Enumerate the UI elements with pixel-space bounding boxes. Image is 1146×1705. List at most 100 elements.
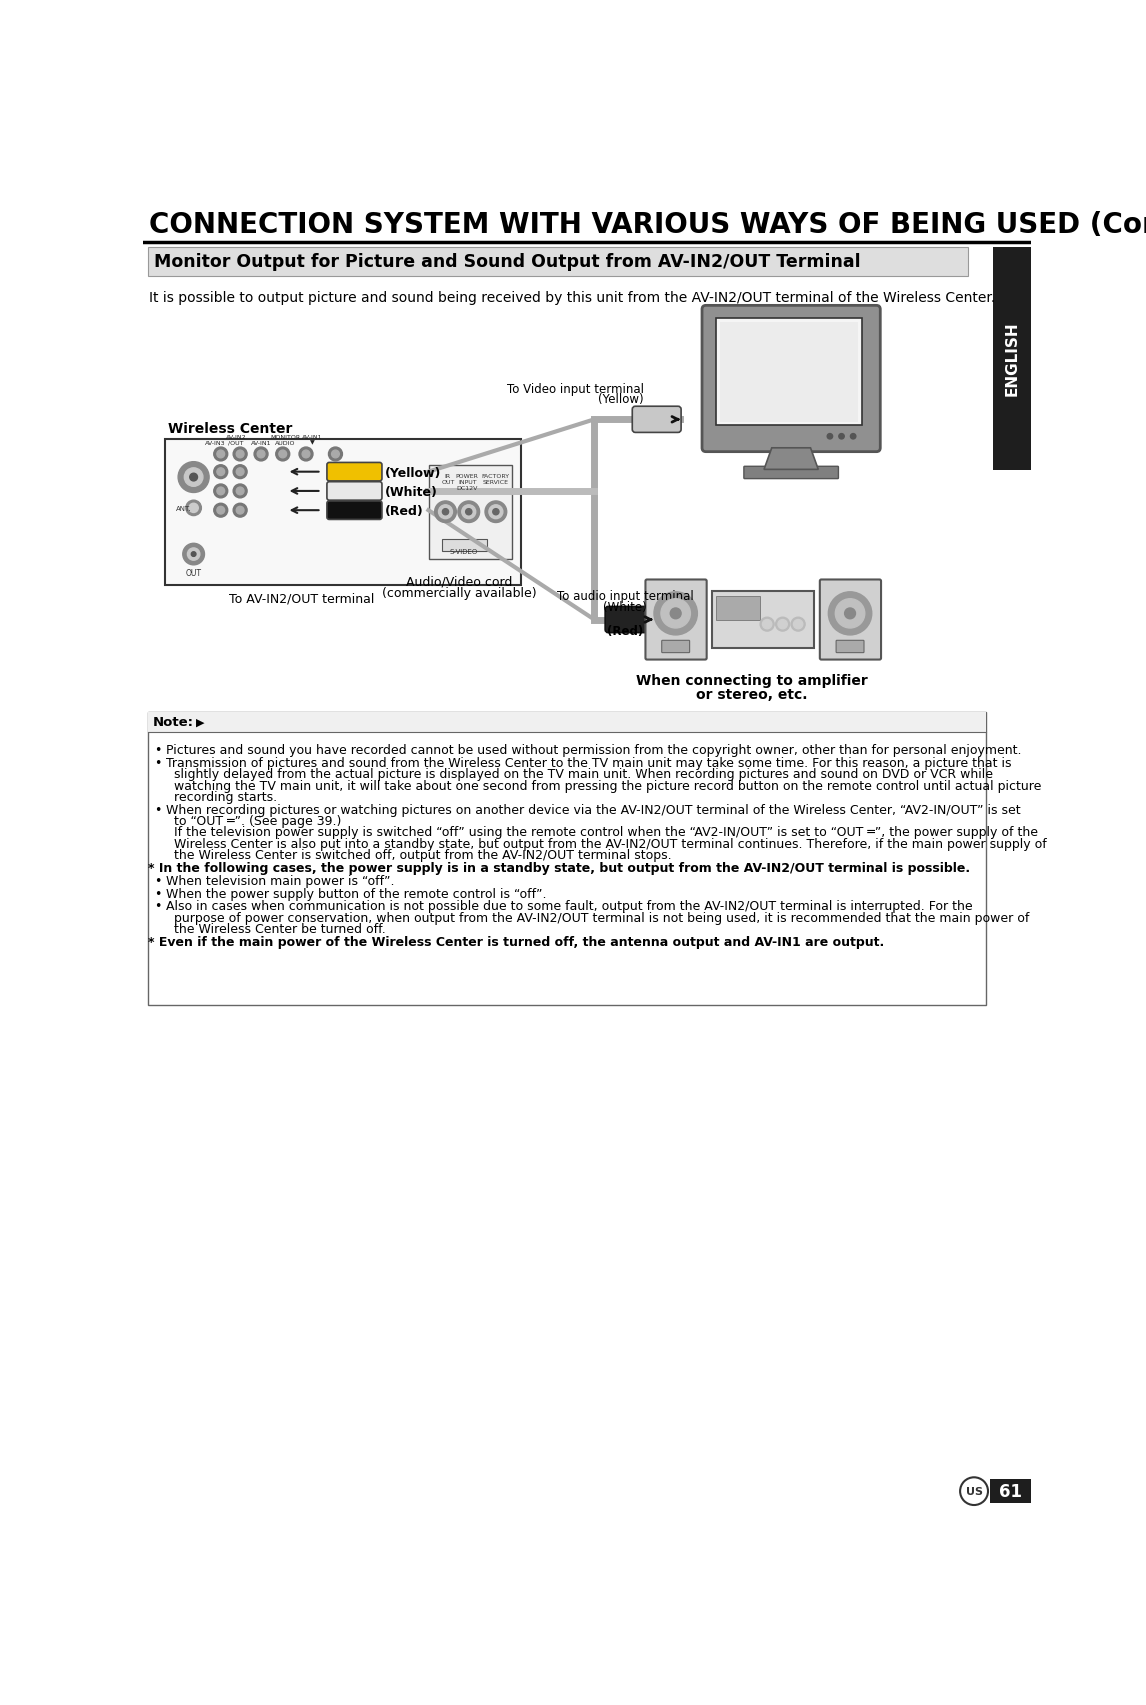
Text: S-VIDEO: S-VIDEO <box>450 549 478 554</box>
Circle shape <box>188 549 199 561</box>
FancyBboxPatch shape <box>148 713 987 733</box>
Text: US: US <box>966 1487 982 1497</box>
Circle shape <box>793 621 803 629</box>
FancyBboxPatch shape <box>702 307 880 452</box>
Text: MONITOR
AUDIO: MONITOR AUDIO <box>270 435 300 445</box>
FancyBboxPatch shape <box>716 597 760 621</box>
FancyBboxPatch shape <box>712 592 815 648</box>
Circle shape <box>791 617 806 631</box>
Circle shape <box>276 448 290 462</box>
Text: •: • <box>154 803 162 817</box>
Circle shape <box>434 501 456 523</box>
Circle shape <box>236 450 244 459</box>
Circle shape <box>439 505 453 520</box>
FancyBboxPatch shape <box>148 713 987 1004</box>
Circle shape <box>493 510 499 515</box>
FancyBboxPatch shape <box>992 247 1031 471</box>
FancyBboxPatch shape <box>430 465 512 559</box>
Text: Wireless Center is also put into a standby state, but output from the AV-IN2/OUT: Wireless Center is also put into a stand… <box>174 837 1047 851</box>
Text: watching the TV main unit, it will take about one second from pressing the pictu: watching the TV main unit, it will take … <box>174 779 1042 793</box>
Text: •: • <box>154 743 162 757</box>
Circle shape <box>845 609 855 619</box>
Circle shape <box>299 448 313 462</box>
Circle shape <box>189 505 198 513</box>
FancyBboxPatch shape <box>744 467 839 479</box>
Circle shape <box>458 501 479 523</box>
Circle shape <box>236 488 244 496</box>
Circle shape <box>214 465 228 479</box>
FancyBboxPatch shape <box>990 1478 1031 1504</box>
Circle shape <box>186 501 202 517</box>
Circle shape <box>254 448 268 462</box>
Text: To Video input terminal: To Video input terminal <box>507 384 644 396</box>
Circle shape <box>827 435 833 440</box>
FancyBboxPatch shape <box>605 607 654 633</box>
Text: When television main power is “off”.: When television main power is “off”. <box>166 875 395 888</box>
Circle shape <box>960 1478 988 1506</box>
Text: AV-IN2
/OUT: AV-IN2 /OUT <box>226 435 246 445</box>
Circle shape <box>442 510 448 515</box>
Circle shape <box>760 617 774 631</box>
Circle shape <box>835 600 865 629</box>
Text: If the television power supply is switched “off” using the remote control when t: If the television power supply is switch… <box>174 825 1038 839</box>
Text: To audio input terminal: To audio input terminal <box>557 590 693 602</box>
Circle shape <box>762 621 771 629</box>
Text: Audio/Video cord: Audio/Video cord <box>407 576 512 588</box>
FancyBboxPatch shape <box>441 540 487 552</box>
FancyBboxPatch shape <box>837 641 864 653</box>
Circle shape <box>465 510 472 515</box>
Circle shape <box>236 469 244 476</box>
Text: AV-IN1
▼: AV-IN1 ▼ <box>301 435 322 445</box>
Circle shape <box>178 462 209 493</box>
Text: AV-IN3: AV-IN3 <box>205 440 226 445</box>
Text: (Red): (Red) <box>385 505 424 518</box>
Text: * Even if the main power of the Wireless Center is turned off, the antenna outpu: * Even if the main power of the Wireless… <box>148 936 885 948</box>
Circle shape <box>462 505 476 520</box>
Text: (Red): (Red) <box>607 624 643 638</box>
Circle shape <box>182 544 204 566</box>
Text: AV-IN1: AV-IN1 <box>251 440 272 445</box>
Circle shape <box>278 450 286 459</box>
Circle shape <box>329 448 343 462</box>
Text: When the power supply button of the remote control is “off”.: When the power supply button of the remo… <box>166 887 547 900</box>
Text: (Yellow): (Yellow) <box>385 467 441 479</box>
Text: •: • <box>154 875 162 888</box>
Circle shape <box>670 609 681 619</box>
Circle shape <box>654 592 698 636</box>
Text: Also in cases when communication is not possible due to some fault, output from : Also in cases when communication is not … <box>166 900 973 912</box>
Text: OUT: OUT <box>186 568 202 578</box>
Circle shape <box>217 450 225 459</box>
Text: Pictures and sound you have recorded cannot be used without permission from the : Pictures and sound you have recorded can… <box>166 743 1022 757</box>
Text: * In the following cases, the power supply is in a standby state, but output fro: * In the following cases, the power supp… <box>148 861 970 875</box>
Circle shape <box>217 469 225 476</box>
Text: Monitor Output for Picture and Sound Output from AV-IN2/OUT Terminal: Monitor Output for Picture and Sound Out… <box>154 254 861 271</box>
Text: purpose of power conservation, when output from the AV-IN2/OUT terminal is not b: purpose of power conservation, when outp… <box>174 910 1029 924</box>
Circle shape <box>185 469 203 488</box>
Circle shape <box>214 448 228 462</box>
FancyBboxPatch shape <box>327 464 382 481</box>
Circle shape <box>190 474 197 481</box>
Text: To AV-IN2/OUT terminal: To AV-IN2/OUT terminal <box>229 592 375 605</box>
FancyBboxPatch shape <box>661 641 690 653</box>
Circle shape <box>829 592 872 636</box>
FancyBboxPatch shape <box>645 580 707 660</box>
FancyBboxPatch shape <box>720 322 858 423</box>
Circle shape <box>217 488 225 496</box>
Circle shape <box>233 448 248 462</box>
Circle shape <box>850 435 856 440</box>
Text: or stereo, etc.: or stereo, etc. <box>696 687 808 702</box>
FancyBboxPatch shape <box>819 580 881 660</box>
Circle shape <box>331 450 339 459</box>
Text: •: • <box>154 887 162 900</box>
Text: Note:: Note: <box>152 716 194 730</box>
Text: ▶: ▶ <box>196 718 204 728</box>
Circle shape <box>489 505 503 520</box>
Text: Wireless Center: Wireless Center <box>168 421 292 435</box>
Text: When connecting to amplifier: When connecting to amplifier <box>636 673 868 689</box>
Circle shape <box>191 552 196 558</box>
Circle shape <box>233 505 248 518</box>
FancyBboxPatch shape <box>633 407 681 433</box>
Circle shape <box>236 506 244 515</box>
FancyBboxPatch shape <box>327 501 382 520</box>
Circle shape <box>257 450 265 459</box>
